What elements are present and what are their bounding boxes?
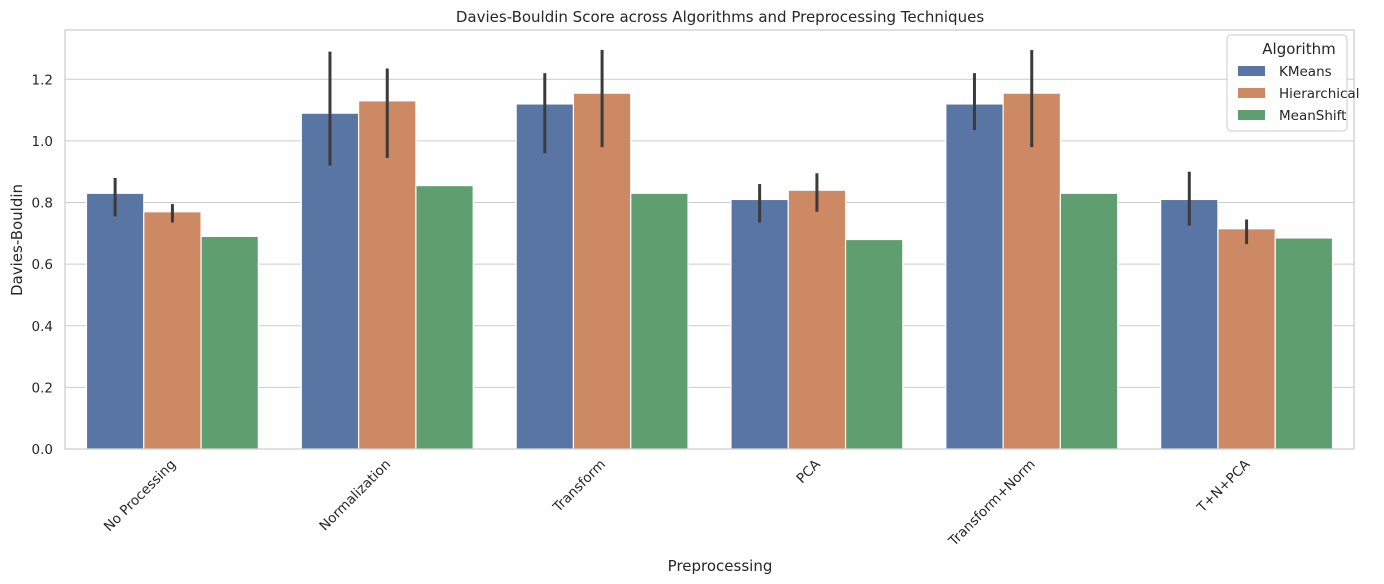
legend-label-hierarchical: Hierarchical bbox=[1279, 86, 1359, 102]
y-tick-label: 0.2 bbox=[32, 380, 53, 396]
y-tick-labels: 0.0 0.2 0.4 0.6 0.8 1.0 1.2 bbox=[32, 72, 53, 458]
y-tick-label: 1.0 bbox=[32, 134, 53, 150]
bar-meanshift bbox=[200, 235, 259, 450]
y-axis-label: Davies-Bouldin bbox=[8, 184, 26, 296]
bar-hierarchical bbox=[787, 189, 847, 450]
x-tick-label: T+N+PCA bbox=[1193, 456, 1253, 516]
chart-title: Davies-Bouldin Score across Algorithms a… bbox=[456, 8, 984, 26]
bar-kmeans bbox=[945, 103, 1004, 450]
bar-meanshift bbox=[1059, 192, 1119, 450]
y-tick-label: 0.0 bbox=[32, 442, 53, 458]
bar-meanshift bbox=[415, 184, 474, 450]
legend-swatch-kmeans bbox=[1238, 66, 1265, 76]
x-tick-labels: No Processing Normalization Transform PCA Tr… bbox=[101, 456, 1254, 550]
bars-layer bbox=[85, 92, 1334, 450]
plot-frame bbox=[64, 29, 1355, 450]
y-tick-label: 1.2 bbox=[32, 72, 53, 88]
bar-meanshift bbox=[844, 238, 904, 450]
x-tick-label: Transform bbox=[549, 457, 609, 517]
x-tick-label: No Processing bbox=[101, 457, 179, 535]
bar-kmeans bbox=[515, 103, 575, 450]
bar-hierarchical bbox=[1217, 228, 1276, 450]
bar-hierarchical bbox=[358, 100, 417, 450]
y-tick-label: 0.8 bbox=[32, 196, 53, 212]
y-tick-label: 0.4 bbox=[32, 319, 53, 335]
error-bars-layer bbox=[113, 50, 1249, 245]
x-tick-label: PCA bbox=[793, 456, 824, 487]
legend: Algorithm KMeans Hierarchical MeanShift bbox=[1226, 34, 1359, 132]
bar-kmeans bbox=[1160, 198, 1219, 450]
x-tick-label: Normalization bbox=[316, 457, 394, 535]
legend-swatch-meanshift bbox=[1238, 110, 1265, 120]
bar-hierarchical bbox=[572, 92, 632, 450]
legend-items: KMeans Hierarchical MeanShift bbox=[1238, 64, 1359, 124]
x-axis-label: Preprocessing bbox=[668, 557, 773, 575]
y-tick-label: 0.6 bbox=[32, 257, 53, 273]
grid-layer bbox=[65, 78, 1354, 450]
bar-kmeans bbox=[85, 192, 145, 450]
bar-hierarchical bbox=[143, 211, 202, 450]
legend-swatch-hierarchical bbox=[1238, 88, 1265, 98]
bar-meanshift bbox=[630, 192, 689, 450]
bar-meanshift bbox=[1274, 237, 1334, 450]
bar-kmeans bbox=[730, 198, 789, 450]
x-tick-label: Transform+Norm bbox=[945, 457, 1039, 551]
legend-label-meanshift: MeanShift bbox=[1279, 108, 1346, 124]
legend-box bbox=[1226, 34, 1348, 132]
legend-label-kmeans: KMeans bbox=[1279, 64, 1332, 80]
legend-title: Algorithm bbox=[1262, 40, 1335, 58]
bar-hierarchical bbox=[1002, 92, 1061, 450]
